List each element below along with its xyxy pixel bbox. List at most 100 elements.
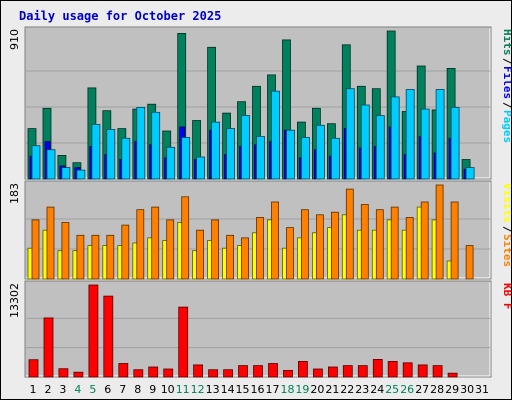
bar-sites-day-19 (300, 209, 309, 280)
x-label-day-9: 9 (149, 383, 156, 396)
x-label-day-7: 7 (119, 383, 126, 396)
x-label-day-1: 1 (30, 383, 37, 396)
bar-sites-day-20 (315, 214, 324, 280)
bar-pages-day-14 (226, 128, 236, 180)
bar-kb-f-day-10 (163, 368, 174, 378)
bar-kb-f-day-3 (58, 368, 69, 378)
bar-kb-f-day-28 (432, 365, 443, 378)
x-label-day-3: 3 (59, 383, 66, 396)
bar-kb-f-day-12 (193, 364, 204, 378)
bar-sites-day-29 (450, 201, 459, 280)
plot-panel-kbytes (24, 280, 492, 378)
x-label-day-12: 12 (191, 383, 205, 396)
bar-kb-f-day-2 (43, 317, 54, 378)
legend-separator: / (501, 226, 511, 233)
bar-sites-day-9 (151, 206, 160, 280)
y-max-label-hits-files-pages: 910 (8, 29, 21, 50)
bar-pages-day-7 (121, 137, 131, 180)
x-label-day-28: 28 (430, 383, 444, 396)
x-label-day-17: 17 (266, 383, 280, 396)
x-label-day-23: 23 (355, 383, 369, 396)
bar-kb-f-day-7 (118, 363, 129, 378)
bar-pages-day-11 (181, 137, 191, 180)
legend-separator: / (501, 58, 511, 65)
bar-pages-day-12 (196, 156, 206, 180)
bar-pages-day-26 (405, 89, 415, 180)
bar-sites-day-11 (181, 196, 190, 280)
x-label-day-24: 24 (370, 383, 384, 396)
bar-kb-f-day-11 (178, 306, 189, 378)
bar-kb-f-day-26 (402, 362, 413, 378)
x-label-day-6: 6 (104, 383, 111, 396)
bar-sites-day-5 (91, 234, 100, 280)
bar-pages-day-21 (330, 137, 340, 180)
bar-pages-day-22 (345, 88, 355, 180)
bar-pages-day-23 (360, 104, 370, 180)
x-label-day-26: 26 (400, 383, 414, 396)
bar-pages-day-10 (166, 146, 176, 180)
legend-visits: Visits (501, 183, 511, 223)
bar-sites-day-27 (420, 201, 429, 280)
x-label-day-20: 20 (310, 383, 324, 396)
bar-kb-f-day-14 (223, 369, 234, 378)
bar-sites-day-16 (256, 216, 264, 280)
bar-sites-day-8 (136, 209, 145, 280)
x-label-day-31: 31 (475, 383, 489, 396)
bar-kb-f-day-8 (133, 369, 144, 378)
bar-pages-day-13 (211, 121, 221, 180)
bar-sites-day-22 (345, 188, 354, 280)
x-label-day-18: 18 (281, 383, 295, 396)
x-label-day-2: 2 (45, 383, 52, 396)
bar-sites-day-15 (241, 237, 249, 280)
bar-sites-day-26 (405, 216, 414, 280)
legend-separator: / (501, 102, 511, 109)
bar-sites-day-24 (375, 209, 384, 280)
x-label-day-16: 16 (251, 383, 265, 396)
bar-pages-day-24 (375, 115, 385, 180)
bar-pages-day-9 (151, 111, 161, 180)
bar-sites-day-17 (271, 201, 279, 280)
bar-sites-day-12 (196, 229, 205, 280)
bar-sites-day-18 (286, 227, 294, 280)
bar-pages-day-5 (91, 124, 101, 180)
bar-sites-day-14 (226, 234, 235, 280)
x-label-day-19: 19 (295, 383, 309, 396)
bar-sites-day-21 (330, 211, 339, 280)
x-label-day-5: 5 (89, 383, 96, 396)
y-max-label-visits-sites: 183 (8, 183, 21, 204)
bar-kb-f-day-18 (283, 369, 293, 378)
bar-pages-day-15 (241, 115, 250, 180)
legend-pages: Pages (501, 110, 511, 143)
x-label-day-30: 30 (460, 383, 474, 396)
bar-pages-day-29 (450, 107, 460, 180)
bar-kb-f-day-15 (238, 365, 248, 378)
x-label-day-13: 13 (206, 383, 220, 396)
x-label-day-29: 29 (445, 383, 459, 396)
bar-kb-f-day-25 (387, 360, 398, 378)
x-label-day-11: 11 (176, 383, 190, 396)
bar-pages-day-19 (300, 137, 310, 180)
bar-sites-day-6 (106, 234, 115, 280)
x-label-day-8: 8 (134, 383, 141, 396)
bar-pages-day-20 (315, 124, 325, 180)
legend-hits: Hits (501, 29, 511, 56)
bar-pages-day-30 (465, 167, 475, 180)
legend-files: Files (501, 66, 511, 99)
bar-pages-day-25 (390, 96, 400, 180)
bar-sites-day-30 (465, 245, 474, 280)
bar-kb-f-day-24 (372, 358, 383, 378)
bar-sites-day-10 (166, 219, 175, 280)
x-label-day-21: 21 (325, 383, 339, 396)
bar-pages-day-18 (286, 129, 295, 180)
x-label-day-15: 15 (236, 383, 250, 396)
x-label-day-10: 10 (161, 383, 175, 396)
bar-sites-day-25 (390, 206, 399, 280)
bar-pages-day-1 (31, 145, 41, 180)
bar-sites-day-7 (121, 224, 130, 280)
bar-kb-f-day-22 (342, 365, 353, 378)
bar-kb-f-day-9 (148, 366, 159, 378)
bar-sites-day-4 (76, 234, 85, 280)
bar-pages-day-8 (136, 107, 146, 180)
bar-pages-day-16 (256, 135, 265, 180)
bar-pages-day-17 (271, 90, 280, 180)
